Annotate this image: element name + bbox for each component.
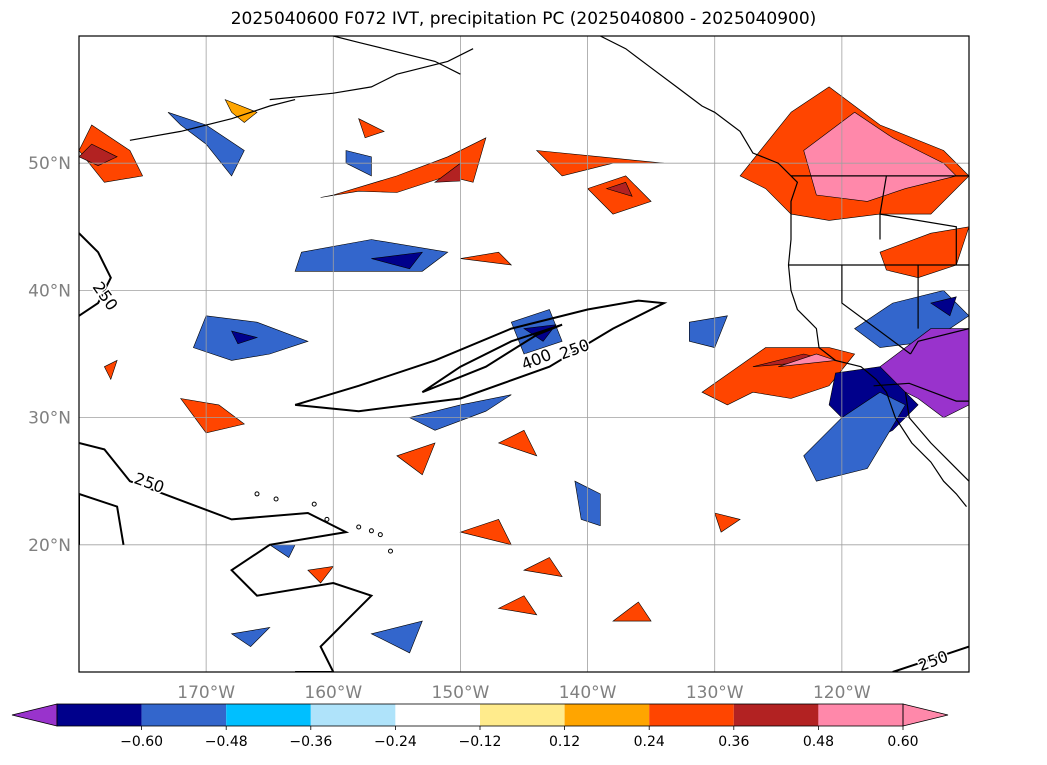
colorbar-swatch — [141, 704, 227, 726]
island — [388, 548, 393, 554]
island — [377, 532, 383, 538]
coastline — [600, 36, 967, 507]
colorbar-tick-label: 0.12 — [549, 734, 580, 750]
island — [356, 524, 362, 530]
precip-pc-area — [371, 251, 423, 270]
ivt-contour-line — [294, 299, 668, 413]
colorbar-tick-label: 0.48 — [803, 734, 834, 750]
precip-pc-area — [460, 251, 513, 266]
colorbar-extend-low — [11, 703, 58, 727]
precip-pc-area — [587, 175, 652, 215]
precip-pc-area — [612, 601, 652, 622]
precip-pc-area — [459, 519, 512, 546]
ivt-contour-layer — [79, 232, 969, 672]
coastline — [269, 48, 474, 101]
island — [254, 491, 260, 497]
precip-pc-area — [231, 330, 259, 345]
coastline — [129, 99, 296, 141]
precip-pc-area — [605, 181, 633, 197]
precip-pc-area — [307, 565, 334, 584]
precip-pc-area — [79, 143, 118, 167]
colorbar-tick-label: −0.48 — [205, 734, 248, 750]
coastline — [904, 392, 969, 482]
colorbar-swatch — [649, 704, 734, 726]
lon-tick-label: 120°W — [813, 683, 871, 703]
precip-pc-area — [358, 118, 385, 139]
colorbar-swatch — [480, 704, 565, 726]
colorbar-tick-label: 0.36 — [718, 734, 749, 750]
precip-pc-area — [497, 595, 538, 616]
ivt-contour-line — [79, 232, 112, 317]
colorbar-tick-label: −0.12 — [459, 734, 502, 750]
ivt-contour-line — [892, 645, 969, 672]
lon-tick-label: 130°W — [686, 683, 744, 703]
colorbar-swatch — [310, 704, 396, 726]
precip-pc-area — [523, 557, 563, 578]
map-frame — [78, 35, 970, 673]
colorbar-tick-label: −0.36 — [289, 734, 332, 750]
axis-tick-labels: 170°W 160°W 150°W 140°W 130°W 120°W 20°N 30°N 40… — [28, 154, 871, 703]
lon-tick-label: 160°W — [304, 683, 362, 703]
lat-tick-label: 30°N — [28, 409, 71, 429]
coastline — [841, 265, 911, 355]
lat-tick-label: 40°N — [28, 281, 71, 301]
colorbar-swatch — [226, 704, 311, 726]
precip-pc-area — [103, 359, 118, 381]
precip-pc-area — [370, 620, 423, 654]
colorbar-tick-label: 0.60 — [887, 734, 918, 750]
coastline — [873, 382, 969, 402]
colorbar: −0.60 −0.48 −0.36 −0.24 −0.12 0.12 0.24 0.36 0.4… — [11, 703, 949, 750]
gridline-layer — [79, 36, 969, 672]
lat-tick-label: 20°N — [28, 536, 71, 556]
island — [311, 501, 317, 507]
coastline — [909, 328, 969, 355]
ivt-contour-line — [79, 442, 374, 672]
lon-tick-label: 150°W — [432, 683, 490, 703]
colorbar-tick-label: 0.24 — [634, 734, 665, 750]
island — [368, 528, 374, 534]
ivt-contour-line — [421, 323, 563, 394]
lat-tick-label: 50°N — [28, 154, 71, 174]
lon-tick-label: 170°W — [177, 683, 235, 703]
precip-pc-area — [497, 429, 538, 457]
colorbar-extend-high — [902, 703, 949, 727]
island — [324, 516, 330, 522]
colorbar-swatch — [818, 704, 903, 726]
coastline — [879, 213, 957, 265]
colorbar-swatch — [395, 704, 480, 726]
colorbar-swatch — [733, 704, 819, 726]
colorbar-swatch — [564, 704, 650, 726]
precip-pc-area — [778, 353, 836, 367]
lon-tick-label: 140°W — [559, 683, 617, 703]
precip-pc-area — [230, 627, 271, 647]
map-title: 2025040600 F072 IVT, precipitation PC (2… — [230, 9, 817, 29]
colorbar-tick-label: −0.24 — [374, 734, 417, 750]
colorbar-swatch — [57, 704, 142, 726]
ivt-contour-line — [79, 492, 125, 545]
island — [273, 496, 279, 502]
precip-pc-area — [714, 512, 741, 533]
coastline-layer — [129, 36, 969, 554]
precip-pc-area — [224, 99, 258, 123]
colorbar-tick-label: −0.60 — [120, 734, 163, 750]
precip-pc-area — [803, 391, 906, 482]
precip-pc-area — [396, 442, 436, 476]
precip-pc-area — [930, 296, 957, 317]
